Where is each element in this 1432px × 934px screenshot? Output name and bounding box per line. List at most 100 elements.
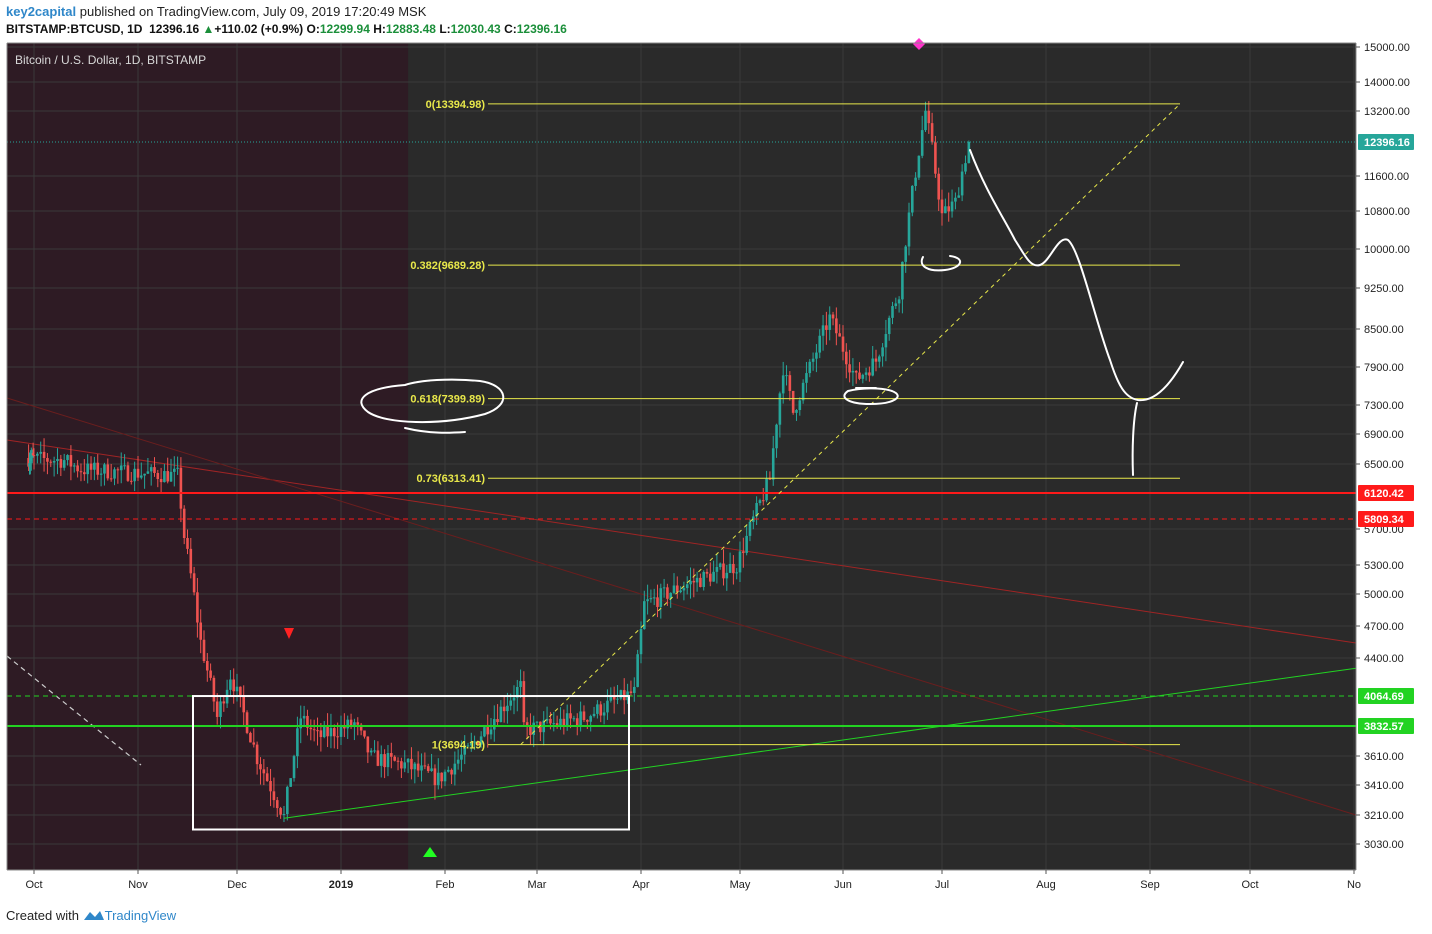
x-tick-label: Aug (1036, 879, 1056, 891)
candle-body (549, 718, 552, 724)
published-text: published on TradingView.com, July 09, 2… (79, 4, 427, 19)
y-tick-label: 13200.00 (1364, 106, 1410, 118)
candle-body (911, 185, 914, 213)
candle-body (349, 719, 353, 727)
candle-body (914, 177, 917, 186)
candle-body (785, 375, 788, 377)
candle-body (229, 679, 232, 690)
x-tick-label: Apr (632, 879, 649, 891)
candle-body (359, 724, 363, 731)
candle-body (390, 753, 393, 757)
candle-body (522, 681, 526, 723)
candle-body (383, 754, 386, 768)
candle-body (732, 563, 735, 574)
candle-body (159, 479, 163, 483)
candle-body (420, 765, 423, 771)
candle-body (206, 661, 209, 671)
candle-body (768, 478, 772, 480)
y-tick-label: 9250.00 (1364, 283, 1404, 295)
candle-body (934, 142, 937, 174)
x-tick-label: Oct (1241, 879, 1258, 891)
candle-body (31, 453, 35, 456)
candle-body (669, 592, 672, 599)
y-tick-label: 4400.00 (1364, 653, 1404, 665)
candle-body (239, 686, 242, 696)
candle-body (715, 566, 719, 572)
y-tick-label: 6500.00 (1364, 459, 1404, 471)
candle-body (69, 455, 73, 467)
candle-body (525, 722, 529, 726)
candle-body (93, 462, 96, 470)
candle-body (299, 718, 303, 729)
candle-body (643, 601, 646, 630)
candle-body (805, 373, 808, 383)
x-tick-label: Jun (834, 879, 852, 891)
candle-body (662, 587, 666, 589)
candle-body (904, 246, 907, 262)
candle-body (646, 599, 649, 602)
chart-title: Bitcoin / U.S. Dollar, 1D, BITSTAMP (15, 53, 206, 67)
candle-body (196, 592, 199, 623)
high-label: H: (373, 22, 386, 36)
candle-body (917, 155, 921, 178)
candle-body (272, 791, 276, 801)
candle-body (492, 719, 496, 730)
candle-body (565, 713, 569, 726)
candle-body (369, 750, 373, 753)
candle-body (699, 577, 702, 587)
candle-body (182, 508, 186, 539)
candle-body (259, 764, 262, 770)
candle-body (66, 455, 69, 461)
y-tick-label: 5700.00 (1364, 524, 1404, 536)
candle-body (140, 475, 143, 478)
candle-body (947, 206, 951, 212)
candle-body (326, 726, 329, 737)
y-tick-label: 7900.00 (1364, 362, 1404, 374)
candle-body (89, 463, 93, 470)
candle-body (636, 654, 639, 687)
candle-body (29, 461, 32, 464)
candle-body (346, 719, 350, 729)
candle-body (353, 722, 356, 727)
trend-line-white-dashed (6, 655, 142, 766)
candle-body (245, 712, 249, 733)
candle-body (738, 551, 742, 573)
candle-body (79, 471, 83, 473)
candle-body (143, 473, 146, 476)
candle-body (512, 697, 516, 701)
candle-body (430, 768, 433, 771)
y-tick-label: 3410.00 (1364, 780, 1404, 792)
low-label: L: (439, 22, 451, 36)
candle-body (702, 571, 705, 587)
candle-body (841, 336, 845, 352)
price-label: 12396.16 (1364, 137, 1410, 149)
candle-body (519, 681, 522, 687)
candle-body (129, 480, 133, 482)
candle-body (552, 723, 556, 725)
candle-body (954, 197, 957, 202)
candle-body (907, 212, 911, 247)
candle-body (136, 468, 140, 478)
candle-body (781, 375, 785, 394)
candle-body (659, 588, 663, 607)
tradingview-brand[interactable]: TradingView (104, 908, 177, 923)
candle-body (343, 726, 346, 729)
candle-body (109, 478, 113, 480)
candle-body (39, 451, 43, 454)
candle-body (476, 741, 480, 745)
x-tick-label: Feb (436, 879, 455, 891)
candle-body (712, 571, 715, 582)
author-name[interactable]: key2capital (6, 4, 77, 19)
candle-body (515, 686, 519, 698)
y-tick-label: 5000.00 (1364, 589, 1404, 601)
footer: Created with TradingView (6, 908, 176, 923)
projection-tail-drawing (1131, 402, 1138, 476)
candle-body (559, 718, 562, 726)
candle-body (894, 303, 898, 307)
x-tick-label: 2019 (329, 879, 353, 891)
magenta-diamond-icon (913, 38, 925, 50)
candle-body (329, 728, 333, 737)
tradingview-logo-icon[interactable] (83, 909, 105, 921)
candle-body (423, 765, 427, 767)
